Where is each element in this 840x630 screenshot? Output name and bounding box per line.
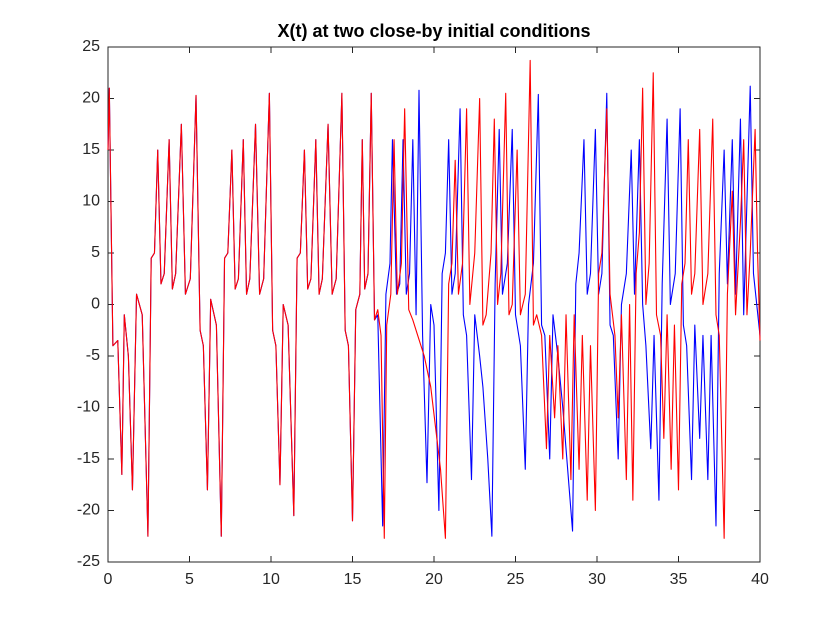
series-line: [107, 59, 761, 539]
y-tick-label: -20: [77, 502, 100, 519]
y-tick-label: 10: [82, 193, 100, 210]
x-tick-label: 5: [185, 571, 194, 588]
y-tick-label: -25: [77, 553, 100, 570]
y-tick-label: -10: [77, 399, 100, 416]
x-tick-label: 40: [751, 571, 769, 588]
y-tick-label: 0: [91, 296, 100, 313]
x-tick-label: 15: [344, 571, 362, 588]
y-tick-label: 15: [82, 141, 100, 158]
y-tick-label: 20: [82, 90, 100, 107]
x-tick-label: 20: [425, 571, 443, 588]
x-tick-label: 25: [507, 571, 525, 588]
x-tick-label: 35: [670, 571, 688, 588]
y-tick-label: -5: [86, 347, 100, 364]
y-tick-label: 5: [91, 244, 100, 261]
y-tick-label: 25: [82, 38, 100, 55]
x-tick-label: 0: [104, 571, 113, 588]
x-tick-label: 10: [262, 571, 280, 588]
x-tick-label: 30: [588, 571, 606, 588]
chart-title: X(t) at two close-by initial conditions: [277, 21, 590, 41]
y-tick-label: -15: [77, 450, 100, 467]
